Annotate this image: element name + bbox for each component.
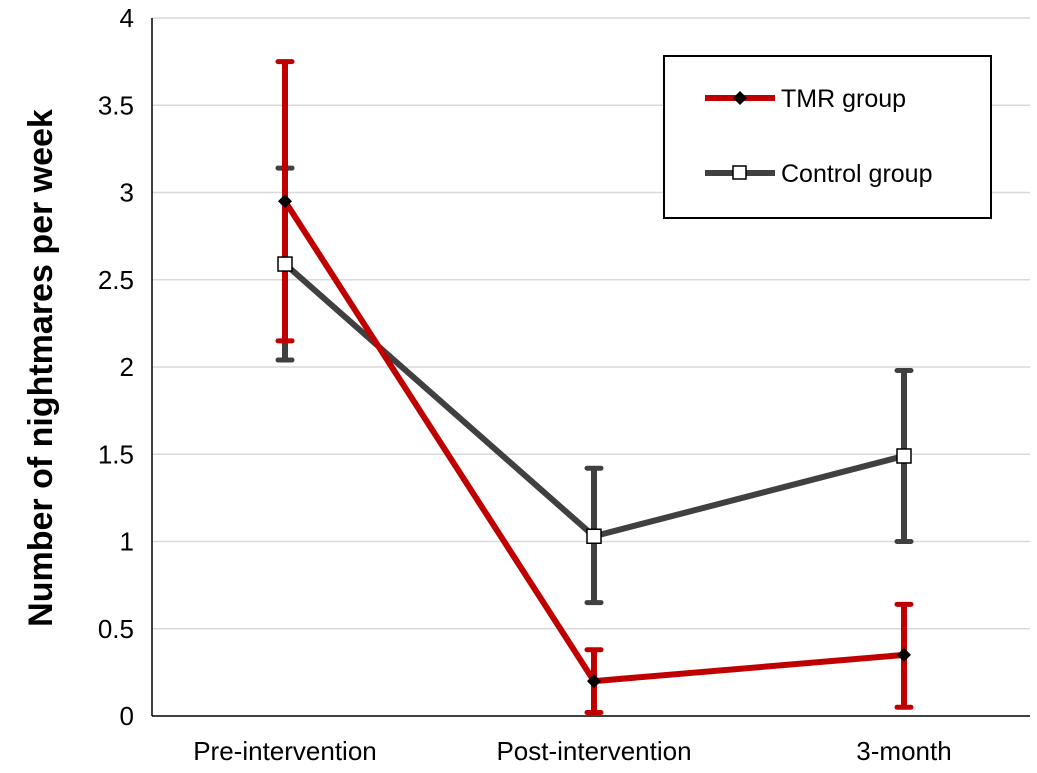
y-tick-label: 1.5 <box>98 439 134 469</box>
y-tick-label: 2.5 <box>98 265 134 295</box>
legend-label-tmr: TMR group <box>781 85 906 113</box>
x-tick-label: 3-month <box>856 736 951 766</box>
y-tick-label: 0 <box>120 701 134 731</box>
data-point <box>277 256 293 272</box>
series-lines <box>282 199 905 685</box>
series-line <box>282 199 905 685</box>
legend-label-control: Control group <box>781 160 932 188</box>
x-tick-label: Post-intervention <box>496 736 691 766</box>
y-tick-label: 1 <box>120 527 134 557</box>
legend-box <box>663 55 992 219</box>
y-tick-label: 3.5 <box>98 90 134 120</box>
y-tick-label: 3 <box>120 178 134 208</box>
data-point <box>896 448 912 464</box>
legend-marker-tmr <box>733 91 747 105</box>
y-tick-label: 0.5 <box>98 614 134 644</box>
y-tick-label: 2 <box>120 352 134 382</box>
data-markers <box>277 194 912 689</box>
y-axis-label: Number of nightmares per week <box>22 109 60 627</box>
legend-marker-control <box>732 165 747 180</box>
y-tick-labels: 0 0.5 1 1.5 2 2.5 3 3.5 4 <box>98 3 134 731</box>
data-point <box>587 674 601 689</box>
axes <box>151 18 1030 717</box>
x-tick-labels: Pre-intervention Post-intervention 3-month <box>193 736 951 766</box>
data-point <box>897 647 911 662</box>
x-tick-label: Pre-intervention <box>193 736 377 766</box>
data-point <box>586 528 602 545</box>
data-point <box>278 194 292 209</box>
legend: TMR group Control group <box>663 55 992 219</box>
y-tick-label: 4 <box>120 3 134 33</box>
